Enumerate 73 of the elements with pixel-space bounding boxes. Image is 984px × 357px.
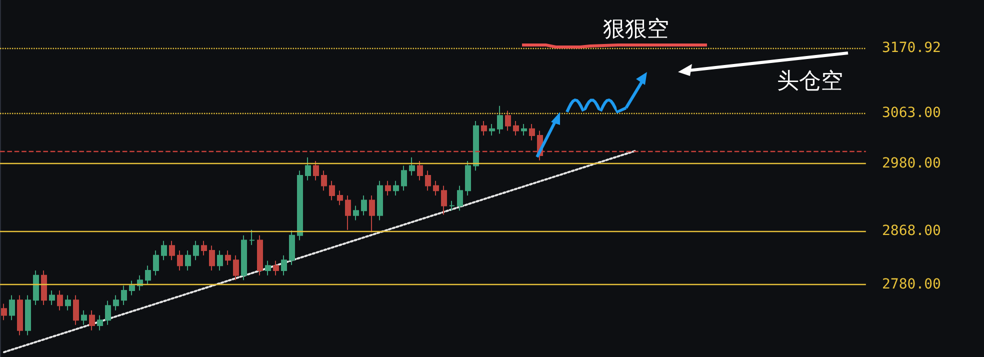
annotation: 狠狠空 xyxy=(603,16,669,44)
y-tick-label: 3170.92 xyxy=(882,40,941,56)
candlestick xyxy=(57,290,63,311)
candlestick xyxy=(353,205,359,221)
candlestick xyxy=(345,194,351,230)
candlestick xyxy=(313,160,319,181)
candlestick xyxy=(521,124,527,136)
candlestick xyxy=(401,165,407,192)
candlestick xyxy=(369,194,375,233)
candlestick xyxy=(217,250,223,271)
candlestick xyxy=(17,294,23,336)
candlestick xyxy=(105,300,111,326)
candlestick xyxy=(489,124,495,136)
candlestick xyxy=(449,200,455,212)
candlestick xyxy=(473,120,479,172)
y-tick-label: 3063.00 xyxy=(882,105,941,122)
candlestick xyxy=(97,314,103,331)
annotation: 头仓空 xyxy=(777,68,843,96)
candlestick xyxy=(241,234,247,281)
candlestick xyxy=(129,280,135,296)
candlestick xyxy=(505,110,511,132)
candlestick xyxy=(273,260,279,276)
candlestick xyxy=(49,290,55,306)
candlestick xyxy=(377,180,383,221)
candlestick xyxy=(25,294,31,336)
candlestick xyxy=(73,294,79,326)
candlestick xyxy=(153,250,159,276)
candlestick xyxy=(1,303,7,321)
candlestick xyxy=(409,156,415,176)
candlestick xyxy=(193,240,199,261)
candlestick xyxy=(393,180,399,196)
candlestick xyxy=(177,250,183,271)
candlestick xyxy=(233,254,239,281)
candlestick xyxy=(433,180,439,196)
candlestick xyxy=(297,170,303,241)
candlestick xyxy=(201,240,207,256)
candlestick xyxy=(169,240,175,261)
candlestick xyxy=(337,190,343,206)
candlestick xyxy=(497,105,503,134)
candlestick xyxy=(33,270,39,306)
candlestick xyxy=(481,120,487,136)
candlestick xyxy=(81,310,87,326)
candlestick xyxy=(185,250,191,271)
candlestick xyxy=(121,285,127,306)
candlestick xyxy=(265,260,271,276)
candlestick xyxy=(329,180,335,201)
candlestick xyxy=(65,294,71,311)
candlestick xyxy=(529,124,535,141)
candlestick xyxy=(257,234,263,276)
candlestick xyxy=(161,240,167,261)
candlestick xyxy=(249,229,255,246)
candlestick xyxy=(465,160,471,196)
candlestick xyxy=(225,250,231,266)
candlestick xyxy=(417,160,423,181)
y-tick-label: 2980.00 xyxy=(882,155,941,172)
candlestick xyxy=(41,270,47,306)
candlestick xyxy=(513,120,519,136)
candlestick xyxy=(89,310,95,331)
candlestick xyxy=(441,185,447,216)
y-tick-label: 2868.00 xyxy=(882,223,941,240)
candlestick xyxy=(305,156,311,181)
candlestick xyxy=(425,170,431,192)
candlestick xyxy=(145,265,151,286)
candlestick xyxy=(321,170,327,192)
candlestick xyxy=(385,180,391,196)
candlestick xyxy=(113,294,119,311)
candlestick xyxy=(9,294,15,321)
candlestick xyxy=(281,254,287,276)
candlestick xyxy=(457,185,463,212)
candlestick xyxy=(209,245,215,271)
candlestick xyxy=(361,194,367,216)
y-tick-label: 2780.00 xyxy=(882,276,941,292)
candlestick xyxy=(289,230,295,266)
